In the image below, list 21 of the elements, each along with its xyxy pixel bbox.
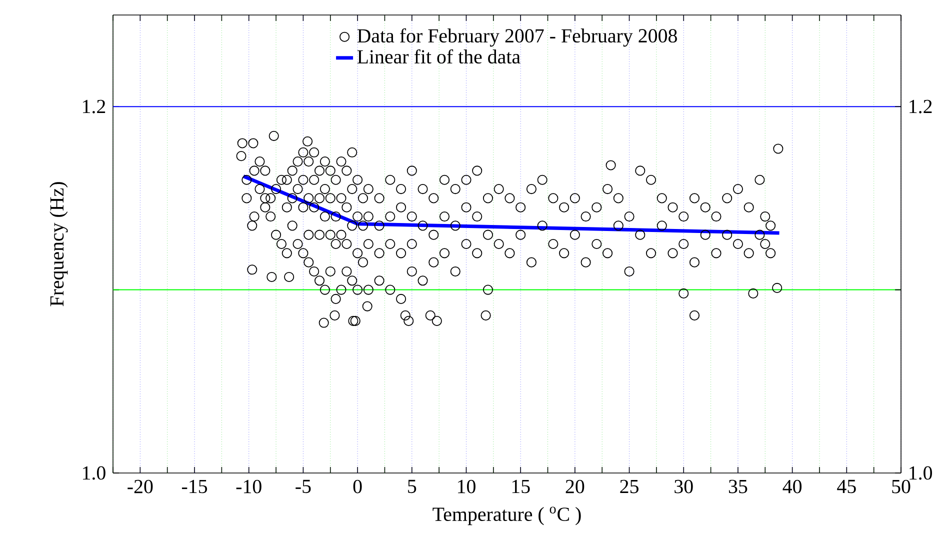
legend-label: Linear fit of the data [357,49,520,64]
x-tick-label: 30 [674,480,693,494]
x-tick-label: 50 [892,480,910,494]
x-tick-label: 10 [458,480,476,494]
y2-tick-label: 1.2 [910,100,932,114]
x-tick-label: -10 [236,480,262,494]
x-tick-label: 45 [837,480,856,494]
x-axis-title: Temperature ( $^{o}$C ) [432,506,581,526]
x-tick-label: 40 [782,480,802,494]
x-tick-label: 0 [353,480,362,494]
y2-tick-label: 1.0 [910,466,932,480]
x-tick-label: 5 [408,480,416,494]
legend-label: Data for February 2007 - February 2008 [357,28,677,47]
y-axis-title: Frequency (Hz) [50,182,68,306]
x-tick-label: 25 [620,480,638,494]
x-tick-label: -15 [182,480,208,494]
x-tick-label: 15 [512,480,530,494]
x-tick-label: -5 [296,480,311,494]
x-tick-label: 35 [728,480,748,494]
x-tick-label: -20 [128,480,153,494]
x-tick-label: 20 [566,480,584,494]
